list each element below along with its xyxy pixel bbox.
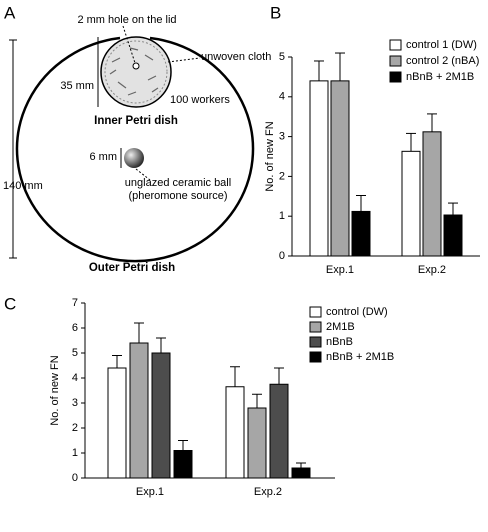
legend-swatch (389, 55, 402, 67)
panel-label: B (270, 3, 281, 22)
y-tick-label: 5 (72, 347, 78, 359)
y-tick-label: 3 (72, 397, 78, 409)
ceramic-ball (124, 148, 144, 168)
y-tick-label: 2 (279, 170, 285, 182)
y-tick-label: 0 (279, 250, 285, 262)
bar (330, 80, 350, 257)
cloth (104, 40, 168, 104)
bar (129, 342, 149, 479)
panel-label: C (4, 294, 16, 313)
bar (422, 131, 442, 257)
x-tick-label: Exp.2 (418, 264, 446, 276)
panel-label: A (4, 3, 16, 22)
legend-label: control 2 (nBA) (406, 55, 479, 67)
workers (109, 47, 159, 96)
bar (247, 407, 267, 479)
y-axis-label: No. of new FN (264, 121, 276, 191)
y-tick-label: 1 (72, 447, 78, 459)
legend-label: nBnB + 2M1B (406, 71, 474, 83)
label: 140 mm (3, 180, 43, 192)
y-tick-label: 0 (72, 472, 78, 484)
y-tick-label: 7 (72, 297, 78, 309)
bar (401, 150, 421, 257)
legend-swatch (309, 306, 322, 318)
label: 6 mm (90, 151, 118, 163)
legend-label: control (DW) (326, 306, 388, 318)
legend-label: 2M1B (326, 321, 355, 333)
label: 100 workers (170, 94, 230, 106)
legend-label: nBnB (326, 336, 353, 348)
label: Inner Petri dish (94, 115, 178, 127)
legend-swatch (309, 336, 322, 348)
y-tick-label: 4 (279, 91, 285, 103)
pointer (135, 168, 151, 181)
label: (pheromone source) (128, 190, 227, 202)
x-tick-label: Exp.1 (136, 486, 164, 498)
bar (291, 467, 311, 479)
y-tick-label: 2 (72, 422, 78, 434)
pointer (167, 57, 201, 63)
legend-label: control 1 (DW) (406, 39, 477, 51)
bar (107, 367, 127, 479)
y-tick-label: 3 (279, 131, 285, 143)
y-tick-label: 5 (279, 51, 285, 63)
outer-dish (15, 36, 255, 263)
legend-swatch (309, 351, 322, 363)
label: unwoven cloth (201, 51, 271, 63)
x-tick-label: Exp.1 (326, 264, 354, 276)
legend-swatch (389, 71, 402, 83)
pointer (122, 25, 136, 64)
label: 35 mm (60, 80, 94, 92)
legend-label: nBnB + 2M1B (326, 351, 394, 363)
y-tick-label: 1 (279, 210, 285, 222)
x-tick-label: Exp.2 (254, 486, 282, 498)
bar (309, 80, 329, 257)
y-tick-label: 4 (72, 372, 78, 384)
diagram: 2 mm hole on the lid unwoven cloth 35 mm… (3, 14, 271, 274)
bar (225, 386, 245, 479)
y-axis-label: No. of new FN (49, 355, 61, 425)
legend-swatch (389, 39, 402, 51)
inner-dish (100, 36, 172, 108)
legend-swatch (309, 321, 322, 333)
label: unglazed ceramic ball (125, 177, 231, 189)
bar (443, 214, 463, 257)
bar (269, 383, 289, 479)
bar (351, 210, 371, 257)
bar (173, 450, 193, 479)
label: 2 mm hole on the lid (77, 14, 176, 26)
bar (151, 352, 171, 479)
hole (132, 62, 140, 70)
y-tick-label: 6 (72, 322, 78, 334)
label: Outer Petri dish (89, 262, 175, 274)
